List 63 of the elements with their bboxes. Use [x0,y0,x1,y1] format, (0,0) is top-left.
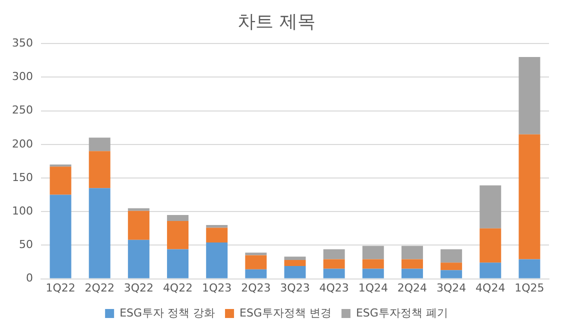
legend-label: ESG투자정책 변경 [240,306,332,320]
x-tick-label: 1Q24 [358,281,388,294]
y-tick-label: 100 [12,204,33,218]
bar [88,151,110,188]
bar [128,240,150,278]
x-tick-label: 4Q23 [319,281,349,294]
y-tick-label: 300 [12,70,33,84]
x-tick-label: 1Q23 [202,281,232,294]
x-tick-label: 2Q24 [397,281,428,294]
x-tick-label: 4Q22 [162,281,193,294]
bar [362,246,384,260]
y-tick-label: 0 [26,272,33,285]
x-tick-label: 4Q24 [476,281,506,294]
y-tick-label: 150 [12,170,33,184]
bar [440,249,462,263]
bar [88,138,110,152]
chart-title: 차트 제목 [238,11,316,32]
x-tick-label: 1Q25 [514,281,544,294]
x-tick-label: 3Q24 [436,281,466,294]
x-tick-label: 3Q22 [124,281,154,294]
x-tick-label: 3Q23 [280,281,310,294]
bar [323,249,345,260]
bar [362,268,384,278]
bar [323,268,345,278]
y-tick-label: 50 [18,238,33,252]
bar [401,268,423,278]
bar [323,259,345,269]
bar [518,57,540,134]
bar [518,134,540,260]
bar [167,214,189,222]
bar [88,188,110,278]
bar [245,269,267,278]
bar [50,194,72,278]
bar [362,259,384,269]
y-tick-label: 350 [12,36,33,50]
y-tick-label: 200 [12,137,33,150]
bar [206,242,228,278]
bar [440,270,462,278]
bar [128,210,150,240]
bar [401,259,423,269]
bar [480,228,502,263]
legend-label: ESG투자 정책 강화 [120,306,216,320]
bar [284,256,306,260]
bar [440,262,462,270]
bar [480,185,502,228]
bar [480,262,502,278]
bar [128,208,150,211]
bar [284,266,306,278]
x-tick-label: 2Q23 [241,281,271,294]
bar [284,260,306,266]
x-tick-label: 2Q22 [84,281,114,294]
y-tick-label: 250 [12,104,33,117]
bar [245,252,267,256]
legend-label: ESG투자정책 폐기 [356,306,448,320]
bar [206,228,228,243]
bar [50,166,72,195]
bar [518,259,540,278]
bar [206,225,228,228]
bar [167,221,189,250]
bar [167,249,189,278]
bar [245,255,267,270]
x-tick-label: 1Q22 [46,281,76,294]
bar [401,246,423,260]
